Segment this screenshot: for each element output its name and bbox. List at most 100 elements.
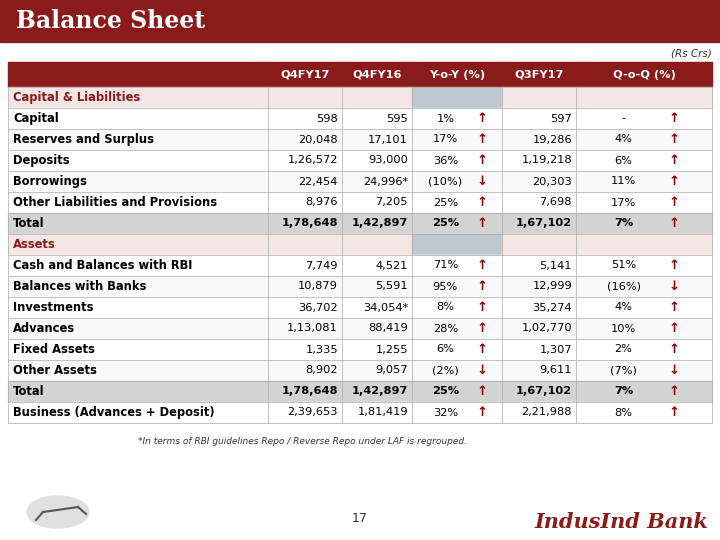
Text: 1,42,897: 1,42,897	[351, 219, 408, 228]
Text: ↑: ↑	[668, 343, 680, 356]
Text: 10%: 10%	[611, 323, 636, 334]
Text: 8,902: 8,902	[305, 366, 338, 375]
Bar	[342, 318, 412, 339]
Bar	[502, 171, 576, 192]
Text: ↓: ↓	[477, 364, 487, 377]
Bar	[412, 234, 502, 255]
Text: 4%: 4%	[615, 134, 633, 145]
Text: 1,42,897: 1,42,897	[351, 387, 408, 396]
Bar	[576, 360, 712, 381]
Bar	[8, 192, 268, 213]
Text: ↑: ↑	[668, 301, 680, 314]
Text: Total: Total	[13, 385, 45, 398]
Text: 2,39,653: 2,39,653	[287, 408, 338, 417]
Bar	[576, 62, 712, 87]
Text: (Rs Crs): (Rs Crs)	[671, 48, 712, 58]
Bar	[576, 87, 712, 108]
Text: 4,521: 4,521	[376, 260, 408, 271]
Bar	[576, 192, 712, 213]
Bar	[342, 234, 412, 255]
Bar	[412, 62, 502, 87]
Bar	[502, 129, 576, 150]
Bar	[412, 402, 502, 423]
Bar	[502, 213, 576, 234]
Text: 17%: 17%	[611, 198, 636, 207]
Text: Q4FY16: Q4FY16	[352, 70, 402, 79]
Text: ↑: ↑	[477, 196, 487, 209]
Bar	[268, 129, 342, 150]
Text: Deposits: Deposits	[13, 154, 70, 167]
Text: ↓: ↓	[668, 280, 680, 293]
Bar	[576, 255, 712, 276]
Text: ↑: ↑	[668, 196, 680, 209]
Text: ↑: ↑	[477, 406, 487, 419]
Bar	[8, 381, 268, 402]
Text: 6%: 6%	[436, 345, 454, 354]
Bar	[268, 360, 342, 381]
Bar	[502, 150, 576, 171]
Text: 12,999: 12,999	[532, 281, 572, 292]
Bar	[342, 276, 412, 297]
Bar	[268, 87, 342, 108]
Text: 35,274: 35,274	[532, 302, 572, 313]
Bar	[8, 129, 268, 150]
Bar	[412, 276, 502, 297]
Text: 25%: 25%	[433, 198, 458, 207]
Text: 93,000: 93,000	[368, 156, 408, 165]
Bar	[342, 339, 412, 360]
Bar	[502, 318, 576, 339]
Text: Reserves and Surplus: Reserves and Surplus	[13, 133, 154, 146]
Bar	[8, 213, 268, 234]
Bar	[8, 318, 268, 339]
Bar	[412, 87, 502, 108]
Text: Total: Total	[13, 217, 45, 230]
Text: Fixed Assets: Fixed Assets	[13, 343, 95, 356]
Bar	[342, 213, 412, 234]
Text: 32%: 32%	[433, 408, 458, 417]
Text: Q3FY17: Q3FY17	[514, 70, 564, 79]
Bar	[268, 213, 342, 234]
Text: ↑: ↑	[668, 175, 680, 188]
Text: IndusInd Bank: IndusInd Bank	[534, 512, 708, 532]
Text: (2%): (2%)	[432, 366, 459, 375]
Text: 1,26,572: 1,26,572	[287, 156, 338, 165]
Bar	[342, 360, 412, 381]
Text: 51%: 51%	[611, 260, 636, 271]
Bar	[412, 108, 502, 129]
Bar	[576, 171, 712, 192]
Text: 598: 598	[316, 113, 338, 124]
Text: 8,976: 8,976	[305, 198, 338, 207]
Text: 1%: 1%	[436, 113, 454, 124]
Bar	[412, 381, 502, 402]
Bar	[8, 276, 268, 297]
Text: 1,81,419: 1,81,419	[357, 408, 408, 417]
Text: Y-o-Y (%): Y-o-Y (%)	[429, 70, 485, 79]
Bar	[412, 297, 502, 318]
Text: 1,255: 1,255	[376, 345, 408, 354]
Text: ↑: ↑	[668, 259, 680, 272]
Bar	[8, 150, 268, 171]
Text: 1,78,648: 1,78,648	[282, 219, 338, 228]
Bar	[412, 360, 502, 381]
Bar	[576, 339, 712, 360]
Ellipse shape	[27, 496, 89, 528]
Bar	[576, 234, 712, 255]
Text: 17%: 17%	[433, 134, 458, 145]
Bar	[502, 192, 576, 213]
Text: ↑: ↑	[668, 406, 680, 419]
Bar	[576, 213, 712, 234]
Text: 597: 597	[550, 113, 572, 124]
Text: 9,057: 9,057	[375, 366, 408, 375]
Text: ↓: ↓	[668, 364, 680, 377]
Bar	[268, 234, 342, 255]
Text: ↑: ↑	[477, 154, 487, 167]
Text: Other Assets: Other Assets	[13, 364, 97, 377]
Bar	[576, 108, 712, 129]
Text: 7,205: 7,205	[376, 198, 408, 207]
Bar	[342, 150, 412, 171]
Text: Assets: Assets	[13, 238, 55, 251]
Text: 10,879: 10,879	[298, 281, 338, 292]
Text: ↑: ↑	[668, 112, 680, 125]
Bar	[342, 171, 412, 192]
Bar	[502, 402, 576, 423]
